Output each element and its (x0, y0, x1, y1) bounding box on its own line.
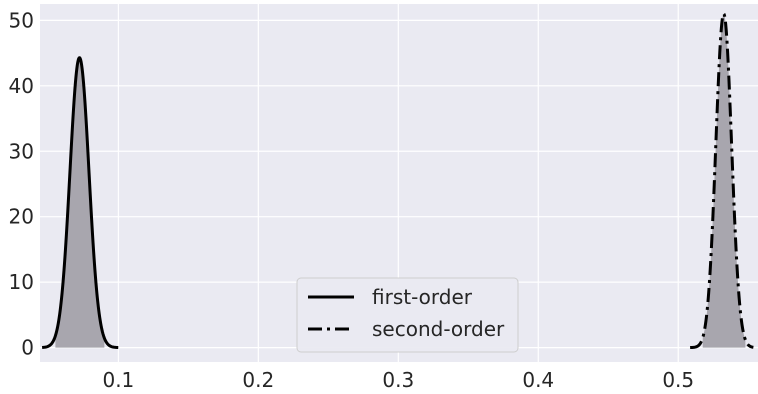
y-tick-label: 40 (9, 74, 34, 98)
series-lines (41, 12, 755, 350)
y-tick-label: 20 (9, 205, 34, 229)
series-line-first-order (41, 56, 120, 350)
y-tick-label: 10 (9, 270, 34, 294)
shaded-regions (55, 13, 746, 348)
legend-label-first-order: first-order (372, 285, 473, 309)
legend-label-second-order: second-order (372, 317, 505, 341)
x-tick-label: 0.3 (382, 368, 414, 392)
shaded-region-first-order (55, 57, 105, 348)
x-tick-label: 0.2 (242, 368, 274, 392)
legend: first-order second-order (296, 277, 519, 353)
x-tick-label: 0.4 (522, 368, 554, 392)
tick-labels: 0.1 0.2 0.3 0.4 0.5 0 10 20 30 40 50 (9, 8, 695, 392)
x-tick-label: 0.5 (662, 368, 694, 392)
grid (40, 4, 758, 362)
x-tick-label: 0.1 (102, 368, 134, 392)
y-tick-label: 30 (9, 139, 34, 163)
shaded-region-second-order (702, 13, 746, 348)
y-tick-label: 50 (9, 8, 34, 32)
series-line-second-order (689, 12, 755, 350)
y-tick-label: 0 (21, 336, 34, 360)
